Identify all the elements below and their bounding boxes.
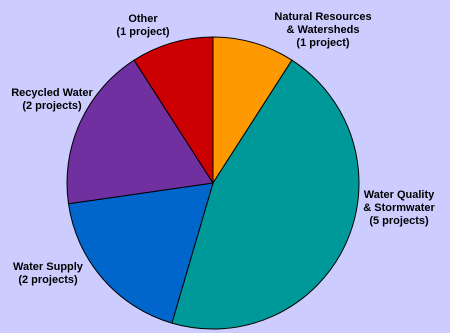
slice-label-water-supply: Water Supply (2 projects) [13,261,84,286]
pie-slice-other [133,36,214,185]
slice-label-water-quality: Water Quality & Stormwater (5 projects) [363,189,435,227]
slice-label-line: & Watersheds [287,24,360,36]
slice-label-line: (2 projects) [22,100,82,112]
slice-label-recycled-water: Recycled Water (2 projects) [11,87,93,112]
slice-label-line: Recycled Water [11,87,93,99]
pie-slice-water-supply [67,182,214,324]
slice-label-line: & Stormwater [363,202,435,214]
slice-label-line: (5 projects) [369,215,429,227]
slice-label-line: (1 project) [116,26,170,38]
slice-label-line: Other [128,13,158,25]
slice-label-line: (2 projects) [18,274,78,286]
slice-label-line: Natural Resources [274,11,371,23]
slice-label-natural-resources: Natural Resources & Watersheds (1 project) [274,11,371,49]
pie-slice-natural-resources [212,36,293,185]
pie-slice-water-quality [171,59,360,330]
slice-label-line: (1 project) [296,37,350,49]
slice-label-line: Water Quality [364,189,435,201]
pie-slice-recycled-water [66,59,214,205]
slice-label-other: Other (1 project) [116,13,170,38]
slice-label-line: Water Supply [13,261,84,273]
